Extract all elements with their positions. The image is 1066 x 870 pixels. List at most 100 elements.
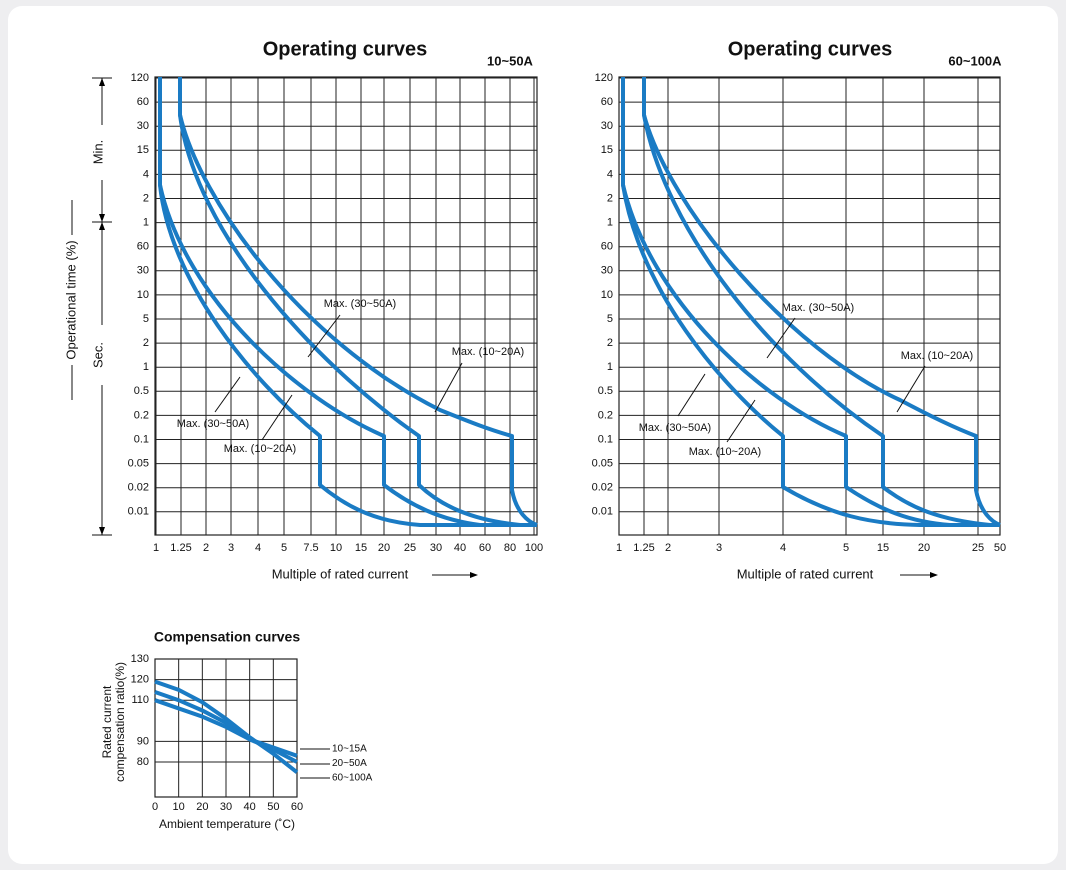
y-tick-label: 120 <box>131 72 149 84</box>
y-axis-title: compensation ratio(%) <box>113 662 127 782</box>
sec-label: Sec. <box>90 342 105 368</box>
y-tick-label: 2 <box>143 192 149 204</box>
y-axis-title: Operational time (%) <box>63 240 78 359</box>
panel-unit: 10~50A <box>487 53 534 68</box>
x-tick-label: 1 <box>153 542 159 554</box>
y-tick-label: 0.05 <box>128 458 149 470</box>
y-tick-label: 2 <box>607 192 613 204</box>
y-tick-label: 4 <box>143 168 149 180</box>
x-tick-label: 50 <box>267 801 279 813</box>
x-axis-title: Multiple of rated current <box>737 566 874 581</box>
card <box>8 6 1058 864</box>
y-tick-label: 120 <box>595 72 613 84</box>
curves-right <box>621 77 1001 527</box>
y-tick-label: 60 <box>601 96 613 108</box>
x-tick-label: 20 <box>196 801 208 813</box>
y-tick-label: 5 <box>143 313 149 325</box>
annotation: Max. (10~20A) <box>452 346 524 358</box>
y-tick-label: 30 <box>601 265 613 277</box>
x-tick-label: 4 <box>780 542 786 554</box>
x-tick-label: 25 <box>972 542 984 554</box>
x-tick-label: 10 <box>173 801 185 813</box>
y-tick-label: 15 <box>601 144 613 156</box>
x-tick-label: 60 <box>479 542 491 554</box>
y-tick-label: 15 <box>137 144 149 156</box>
x-tick-label: 5 <box>843 542 849 554</box>
y-tick-label: 0.1 <box>598 433 613 445</box>
y-tick-label: 120 <box>131 674 149 686</box>
x-tick-label: 4 <box>255 542 261 554</box>
x-tick-label: 0 <box>152 801 158 813</box>
y-tick-label: 60 <box>137 96 149 108</box>
x-tick-label: 30 <box>430 542 442 554</box>
x-tick-label: 100 <box>525 542 543 554</box>
x-tick-label: 40 <box>244 801 256 813</box>
y-tick-label: 1 <box>607 361 613 373</box>
x-tick-label: 15 <box>877 542 889 554</box>
x-tick-label: 7.5 <box>303 542 318 554</box>
plot-frame <box>618 76 1001 536</box>
y-tick-label: 4 <box>607 168 613 180</box>
y-tick-label: 1 <box>607 217 613 229</box>
y-tick-label: 30 <box>137 265 149 277</box>
y-tick-label: 2 <box>143 337 149 349</box>
x-tick-label: 15 <box>355 542 367 554</box>
curves-left <box>158 77 538 527</box>
y-tick-label: 60 <box>137 241 149 253</box>
y-tick-label: 0.01 <box>592 506 613 518</box>
x-tick-label: 20 <box>378 542 390 554</box>
annotation: Max. (30~50A) <box>324 298 396 310</box>
panel-unit: 60~100A <box>948 53 1002 68</box>
panel-title: Operating curves <box>263 38 428 60</box>
x-axis-title: Multiple of rated current <box>272 566 409 581</box>
y-tick-label: 130 <box>131 653 149 665</box>
x-tick-label: 60 <box>291 801 303 813</box>
y-tick-label: 0.2 <box>134 409 149 421</box>
x-tick-label: 1 <box>616 542 622 554</box>
y-tick-label: 80 <box>137 756 149 768</box>
y-tick-label: 2 <box>607 337 613 349</box>
x-tick-label: 1.25 <box>633 542 654 554</box>
y-tick-label: 0.1 <box>134 433 149 445</box>
y-tick-label: 1 <box>143 361 149 373</box>
y-tick-label: 110 <box>131 694 149 706</box>
annotation: Max. (30~50A) <box>782 302 854 314</box>
y-tick-label: 0.5 <box>598 385 613 397</box>
x-tick-label: 1.25 <box>170 542 191 554</box>
legend-label: 20~50A <box>332 758 367 769</box>
y-tick-label: 30 <box>601 120 613 132</box>
y-tick-label: 1 <box>143 217 149 229</box>
x-tick-label: 10 <box>330 542 342 554</box>
legend-label: 10~15A <box>332 744 367 755</box>
min-label: Min. <box>90 140 105 165</box>
series-line <box>154 679 299 774</box>
x-tick-label: 30 <box>220 801 232 813</box>
annotation: Max. (30~50A) <box>639 422 711 434</box>
y-tick-label: 0.05 <box>592 458 613 470</box>
x-tick-label: 3 <box>716 542 722 554</box>
x-tick-label: 80 <box>504 542 516 554</box>
y-axis-title: Rated current <box>100 685 114 758</box>
y-tick-label: 30 <box>137 120 149 132</box>
y-tick-label: 10 <box>137 289 149 301</box>
y-tick-label: 10 <box>601 289 613 301</box>
y-tick-label: 0.01 <box>128 506 149 518</box>
x-tick-label: 2 <box>665 542 671 554</box>
y-tick-label: 5 <box>607 313 613 325</box>
y-tick-label: 90 <box>137 735 149 747</box>
panel-title: Operating curves <box>728 38 893 60</box>
annotation: Max. (30~50A) <box>177 418 249 430</box>
chart-title: Compensation curves <box>154 629 300 645</box>
x-tick-label: 20 <box>918 542 930 554</box>
y-tick-label: 0.02 <box>128 482 149 494</box>
y-tick-label: 0.2 <box>598 409 613 421</box>
x-tick-label: 3 <box>228 542 234 554</box>
x-tick-label: 5 <box>281 542 287 554</box>
y-tick-label: 0.5 <box>134 385 149 397</box>
x-tick-label: 40 <box>454 542 466 554</box>
series-line <box>154 690 298 764</box>
x-tick-label: 25 <box>404 542 416 554</box>
x-tick-label: 2 <box>203 542 209 554</box>
annotation: Max. (10~20A) <box>689 446 761 458</box>
annotation: Max. (10~20A) <box>901 350 973 362</box>
